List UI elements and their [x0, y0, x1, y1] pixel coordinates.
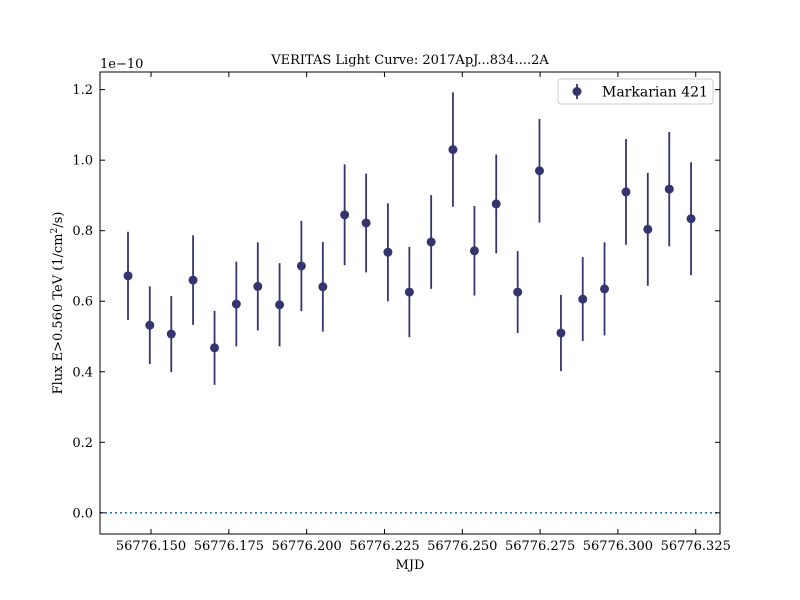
data-point — [340, 210, 350, 220]
data-point — [534, 166, 544, 176]
x-tick-label: 56776.325 — [661, 539, 731, 554]
data-point — [578, 294, 588, 304]
x-tick-label: 56776.275 — [505, 539, 575, 554]
data-point — [621, 187, 631, 197]
data-point — [404, 287, 414, 297]
legend-marker — [572, 87, 582, 96]
data-point — [686, 214, 696, 224]
y-tick-label: 1.2 — [72, 83, 93, 98]
x-tick-label: 56776.150 — [116, 539, 186, 554]
data-point — [145, 320, 155, 330]
data-point — [296, 261, 306, 271]
data-point — [491, 199, 501, 209]
x-tick-label: 56776.225 — [349, 539, 419, 554]
data-point — [318, 282, 328, 292]
data-point — [556, 328, 566, 338]
legend: Markarian 421 — [557, 78, 714, 105]
data-point — [643, 224, 653, 234]
x-tick-label: 56776.250 — [427, 539, 497, 554]
y-offset-label: 1e−10 — [100, 57, 143, 72]
x-tick-label: 56776.200 — [272, 539, 342, 554]
data-point — [664, 184, 674, 194]
data-point — [188, 275, 198, 285]
y-tick-label: 0.6 — [72, 295, 93, 310]
data-point — [469, 246, 479, 256]
x-axis-label: MJD — [396, 558, 425, 573]
data-point — [210, 343, 220, 353]
data-point — [383, 247, 393, 257]
data-point — [275, 300, 285, 310]
x-tick-label: 56776.300 — [583, 539, 653, 554]
chart-title: VERITAS Light Curve: 2017ApJ...834....2A — [270, 53, 549, 68]
x-tick-label: 56776.175 — [194, 539, 264, 554]
y-tick-label: 0.0 — [72, 506, 93, 521]
data-point — [166, 329, 176, 339]
y-tick-label: 0.8 — [72, 224, 93, 239]
data-point — [513, 287, 523, 297]
y-tick-label: 1.0 — [72, 154, 93, 169]
axes-frame — [99, 71, 721, 535]
data-point — [253, 281, 263, 291]
data-point — [426, 237, 436, 247]
legend-frame — [557, 78, 714, 105]
legend-label: Markarian 421 — [602, 85, 708, 101]
data-point — [600, 284, 610, 294]
data-point — [231, 299, 241, 309]
plot-area: 56776.150 56776.175 56776.200 56776.225 5677… — [72, 72, 731, 554]
data-point — [448, 145, 458, 155]
data-point — [123, 271, 133, 281]
y-tick-label: 0.4 — [72, 365, 93, 380]
y-tick-label: 0.2 — [72, 436, 93, 451]
y-axis-label: Flux E>0.560 TeV (1/cm2/s) — [50, 212, 66, 395]
data-point — [361, 218, 371, 228]
